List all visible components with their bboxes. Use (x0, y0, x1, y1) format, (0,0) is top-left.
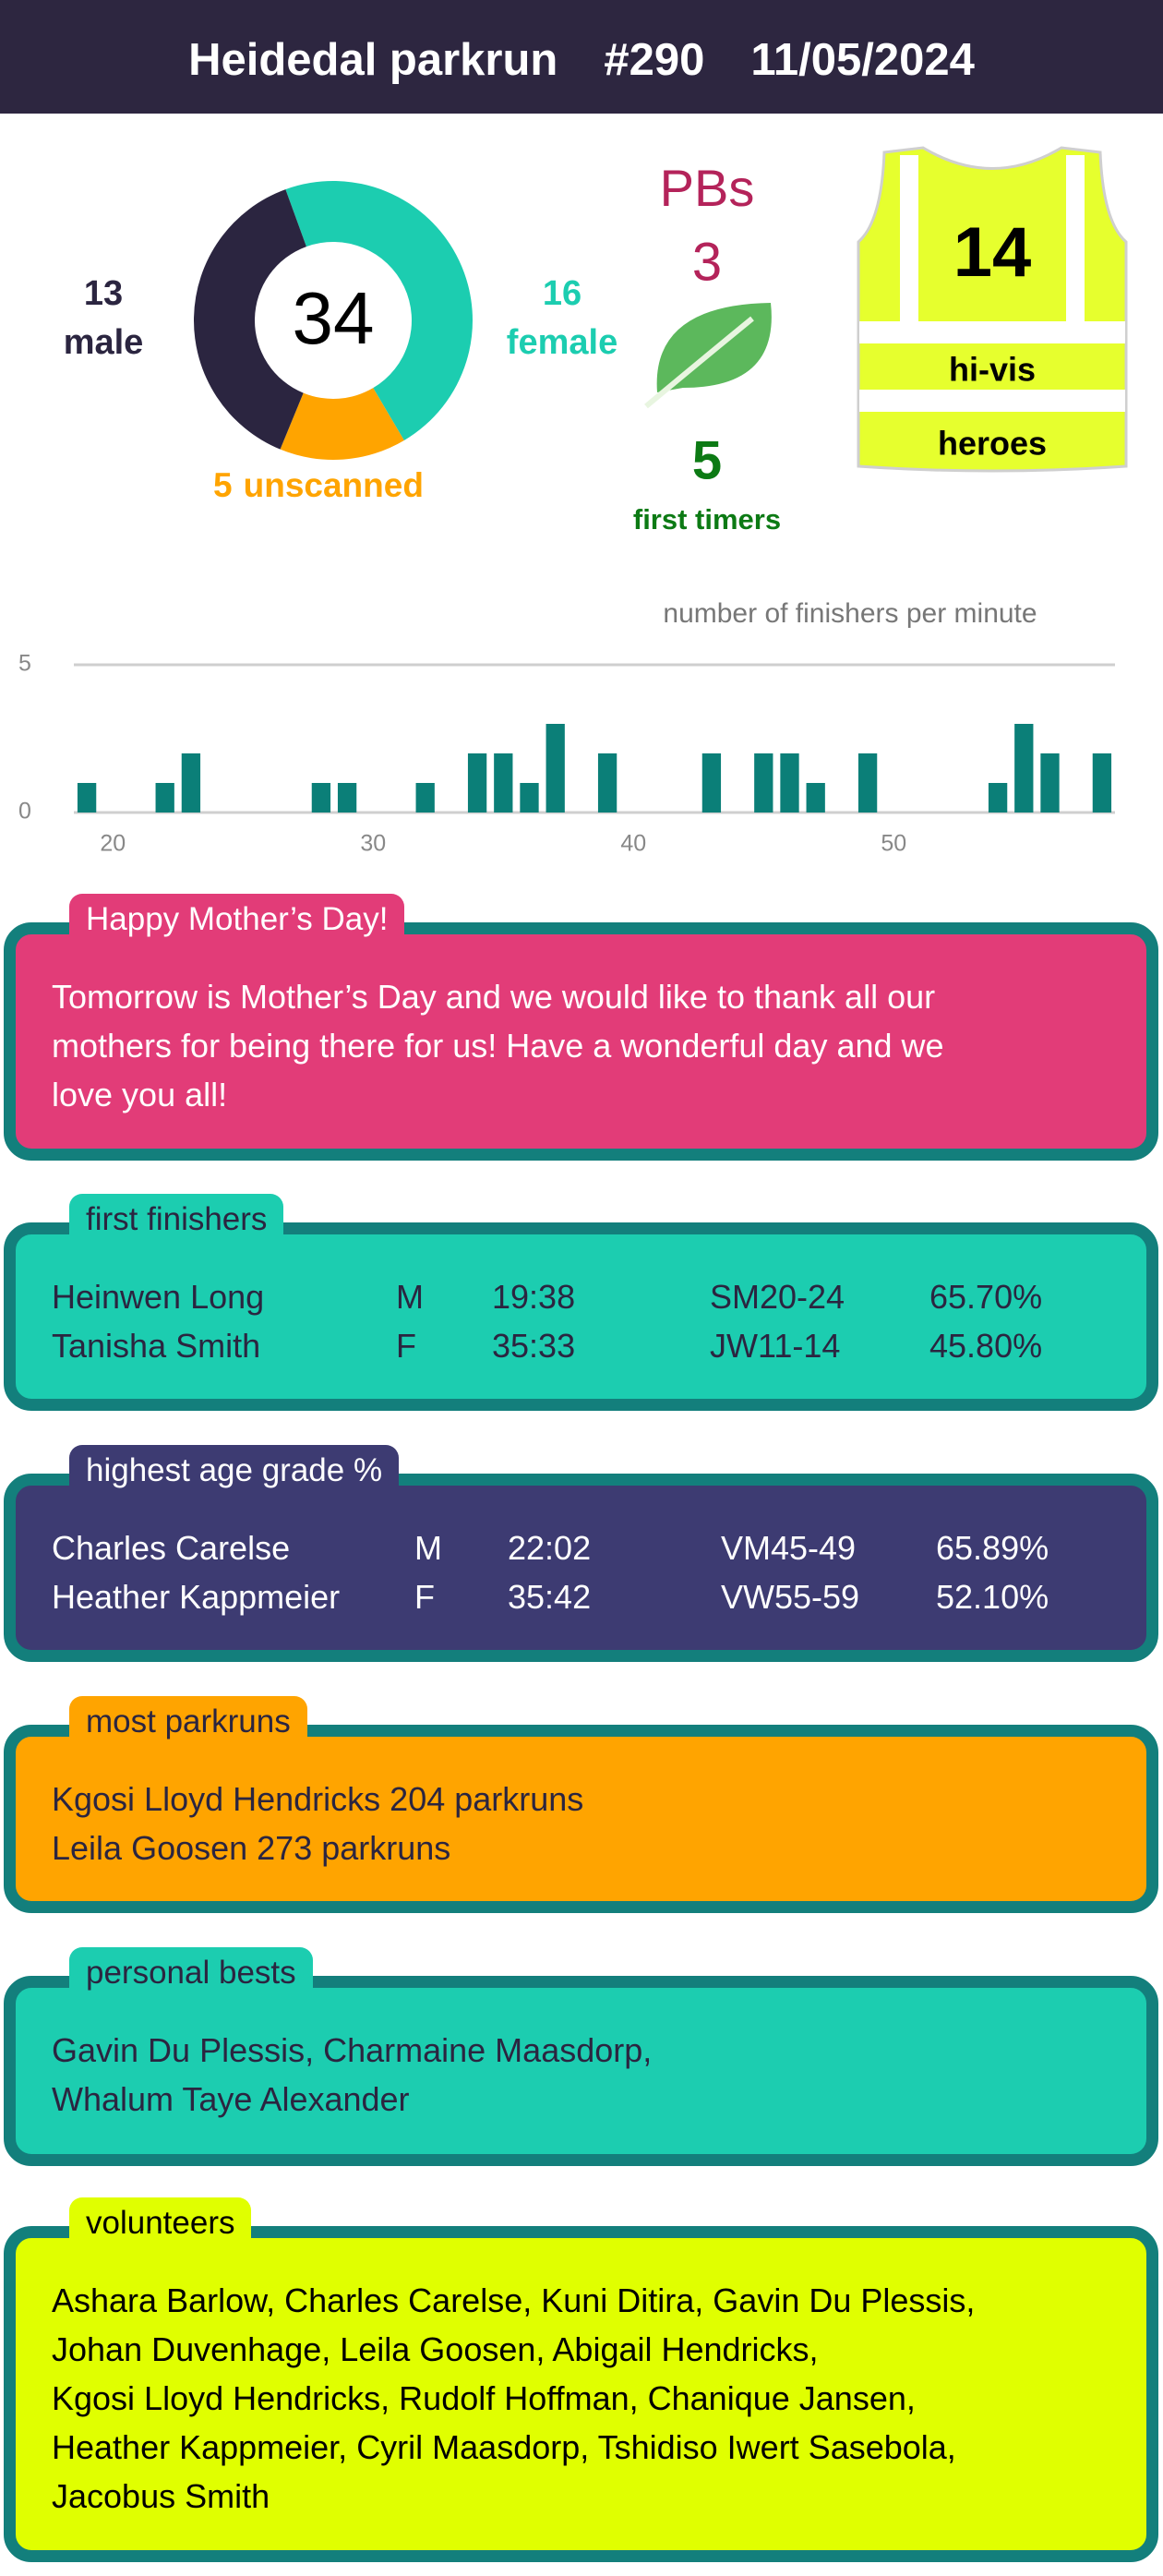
bar (467, 753, 487, 813)
pbs-label: PBs (660, 159, 755, 217)
section-title: highest age grade % (69, 1445, 400, 1497)
section-card: volunteers Ashara Barlow, Charles Carelse… (4, 2197, 1158, 2562)
section-title: Happy Mother’s Day! (69, 894, 405, 945)
text-line: Jacobus Smith (52, 2477, 270, 2515)
table-cell: VM45-49 (721, 1529, 857, 1567)
bar (701, 753, 722, 813)
parkrun-name: Heidedal parkrun (188, 35, 558, 85)
bar (181, 753, 201, 813)
bar (494, 753, 513, 813)
donut-category-label: male (64, 323, 144, 362)
hi-vis-count: 14 (953, 213, 1032, 292)
text-line: Ashara Barlow, Charles Carelse, Kuni Dit… (52, 2281, 976, 2319)
bar (806, 783, 825, 813)
bar (988, 783, 1008, 813)
table-cell: 22:02 (508, 1529, 592, 1567)
x-tick-label: 50 (881, 831, 906, 857)
header-bar (0, 0, 1163, 114)
bar (1092, 753, 1112, 813)
table-cell: 35:42 (508, 1578, 592, 1616)
text-line: Whalum Taye Alexander (52, 2080, 410, 2118)
bar (754, 753, 773, 813)
bar (546, 724, 565, 813)
table-cell: M (396, 1278, 424, 1316)
donut-segment (194, 189, 306, 450)
table-cell: Heather Kappmeier (52, 1578, 341, 1616)
chart-title: number of finishers per minute (663, 598, 1037, 629)
text-line: Heather Kappmeier, Cyril Maasdorp, Tshid… (52, 2428, 956, 2466)
bar (155, 783, 174, 813)
bar (337, 783, 357, 813)
bar (311, 783, 331, 813)
bar (597, 753, 617, 813)
x-tick-label: 20 (100, 831, 126, 857)
donut-label: 5 unscanned (213, 466, 424, 504)
text-line: Tomorrow is Mother’s Day and we would li… (52, 978, 936, 1016)
bar (780, 753, 799, 813)
event-date: 11/05/2024 (750, 35, 975, 85)
donut-segment (280, 388, 404, 460)
text-line: Gavin Du Plessis, Charmaine Maasdorp, (52, 2031, 653, 2069)
donut-category-label: unscanned (244, 466, 424, 504)
bar (1014, 724, 1034, 813)
bar (77, 783, 97, 813)
header-title: Heidedal parkrun #290 11/05/2024 (188, 35, 975, 85)
x-tick-label: 30 (360, 831, 386, 857)
section-title: personal bests (69, 1947, 313, 1999)
first-timers-label: first timers (633, 503, 781, 536)
table-cell: Tanisha Smith (52, 1327, 261, 1365)
summary: Heidedal parkrun #290 11/05/2024 PBs 3 5 f… (0, 0, 1163, 857)
text-line: Johan Duvenhage, Leila Goosen, Abigail H… (52, 2330, 819, 2368)
table-cell: 52.10% (936, 1578, 1049, 1616)
pbs-count: 3 (692, 232, 722, 292)
hi-vis-label: heroes (938, 425, 1047, 463)
bar (857, 753, 878, 813)
donut-value-label: 16 (543, 274, 582, 313)
y-tick-label: 5 (18, 651, 31, 677)
table-cell: 35:33 (492, 1327, 576, 1365)
leaf-icon (644, 303, 772, 409)
section-title: volunteers (69, 2197, 252, 2249)
hi-vis-label: hi-vis (949, 351, 1036, 389)
section-card: first finishers Heinwen Long M 19:38 SM20-24… (4, 1194, 1158, 1411)
donut-value-label: 13 (84, 274, 123, 313)
section-card: most parkruns Kgosi Lloyd Hendricks 204 p… (4, 1696, 1158, 1913)
table-cell: SM20-24 (710, 1278, 845, 1316)
text-line: love you all! (52, 1076, 228, 1113)
first-timers-count: 5 (692, 430, 722, 490)
table-cell: JW11-14 (710, 1327, 841, 1365)
section-title: first finishers (69, 1194, 284, 1246)
y-tick-label: 0 (18, 799, 31, 825)
table-cell: F (414, 1578, 435, 1616)
vest-icon (857, 146, 1128, 473)
donut-total: 34 (293, 277, 375, 359)
table-cell: VW55-59 (721, 1578, 860, 1616)
text-line: Leila Goosen 273 parkruns (52, 1829, 451, 1867)
text-line: Kgosi Lloyd Hendricks, Rudolf Hoffman, C… (52, 2379, 916, 2417)
donut-category-label: female (507, 323, 617, 362)
text-line: Kgosi Lloyd Hendricks 204 parkruns (52, 1780, 584, 1818)
section-card: personal bests Gavin Du Plessis, Charmain… (4, 1947, 1158, 2166)
section-title: most parkruns (69, 1696, 307, 1748)
table-cell: 45.80% (929, 1327, 1043, 1365)
section-card: Happy Mother’s Day! Tomorrow is Mother’s … (4, 894, 1158, 1161)
bar (520, 783, 539, 813)
table-cell: Charles Carelse (52, 1529, 291, 1567)
section-card: highest age grade % Charles Carelse M 22:02… (4, 1445, 1158, 1662)
x-tick-label: 40 (620, 831, 646, 857)
donut-value-label: 5 (213, 466, 233, 504)
event-number: #290 (604, 35, 704, 85)
text-line: mothers for being there for us! Have a w… (52, 1027, 944, 1065)
table-cell: 19:38 (492, 1278, 576, 1316)
donut-segment (285, 181, 473, 440)
bar (415, 783, 435, 813)
table-cell: Heinwen Long (52, 1278, 265, 1316)
table-cell: F (396, 1327, 416, 1365)
table-cell: 65.89% (936, 1529, 1049, 1567)
table-cell: M (414, 1529, 442, 1567)
bar (1040, 753, 1060, 813)
table-cell: 65.70% (929, 1278, 1043, 1316)
